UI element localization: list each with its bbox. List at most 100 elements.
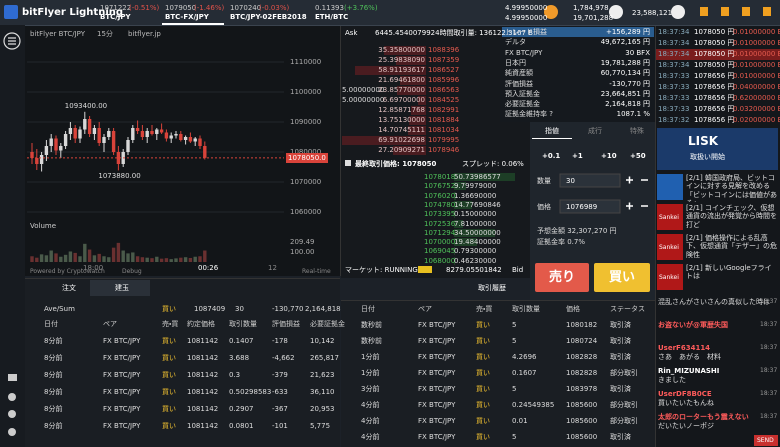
position-cell: 1081142	[187, 371, 219, 379]
settings-icon[interactable]	[8, 428, 16, 436]
news-text[interactable]: [2/1] コインチェック、仮想通貨の流出が発覚から時間を打ど	[686, 204, 777, 229]
chart-footer[interactable]: Debug	[122, 268, 142, 275]
trade-price: 1078656 円	[694, 94, 735, 102]
account-label: デルタ	[505, 38, 526, 47]
chat-time: 18:37	[760, 344, 778, 351]
order-tab[interactable]: 特殊	[630, 127, 644, 135]
price-label: 価格	[537, 203, 551, 211]
bid-bar	[454, 228, 496, 237]
send-label[interactable]: SEND	[757, 437, 774, 444]
mail-icon[interactable]	[8, 374, 17, 381]
chat-time: 18:37	[760, 321, 778, 328]
ask-size: 6.69700000	[382, 96, 425, 104]
order-tab[interactable]: 指値	[545, 127, 559, 135]
chart-footer[interactable]: Real-time	[302, 268, 331, 275]
lisk-ad[interactable]	[657, 128, 778, 170]
stepper-icons[interactable]	[626, 176, 648, 210]
buy-label[interactable]: 買い	[609, 270, 636, 285]
sell-button[interactable]	[535, 263, 589, 292]
summary-cell: -130,770	[272, 305, 304, 313]
price-value: 1076989	[566, 203, 598, 211]
ask-price: 1088396	[428, 46, 460, 54]
account-value: +156,289 円	[605, 28, 650, 36]
news-thumb	[657, 264, 683, 290]
account-panel	[500, 26, 655, 122]
chart-toolbar-item[interactable]: bitflyer.jp	[128, 30, 161, 38]
position-cell: 265,817	[310, 354, 339, 362]
increment-button[interactable]: +0.1	[542, 152, 561, 160]
ask-bar	[409, 116, 426, 125]
positions-tab[interactable]: 建玉	[115, 284, 129, 292]
increment-button[interactable]: +10	[601, 152, 617, 160]
ticker-pair[interactable]: BTC-FX/JPY	[165, 13, 209, 21]
news-text[interactable]: [2/1] 価格操作による乱高下、仮想通貨「テザー」の危険性	[686, 234, 777, 259]
bid-size: 50.73986577	[454, 173, 501, 181]
help-icon[interactable]	[8, 410, 16, 418]
position-cell: 1081142	[187, 337, 219, 345]
ask-size: 14.70745111	[378, 126, 425, 134]
x-label: 00:26	[198, 264, 219, 272]
chat-text: だいたいノーポジ	[658, 422, 714, 430]
ask-bar	[408, 126, 426, 135]
price-input[interactable]	[559, 199, 621, 214]
trade-time: 18:37:34	[658, 50, 690, 58]
ad-caption[interactable]: 取扱い開始	[690, 153, 725, 161]
ticker-pair[interactable]: BTC/JPY	[100, 13, 131, 21]
ticker-pair[interactable]: ETH/BTC	[315, 13, 349, 21]
order-tab[interactable]: 成行	[588, 127, 602, 135]
trade-price: 1078656 円	[694, 83, 735, 91]
volume-tick-label: 209.49	[290, 237, 315, 246]
increment-button[interactable]: +1	[572, 152, 583, 160]
summary-cell: 買い	[162, 305, 176, 313]
market-icon[interactable]	[700, 7, 708, 16]
qty-input[interactable]	[559, 173, 621, 188]
buy-button[interactable]	[594, 263, 650, 292]
positions-tab[interactable]: 注文	[62, 284, 76, 292]
ask-price: 1081884	[428, 116, 460, 124]
history-cell: FX BTC/JPY	[418, 433, 456, 441]
settings-menu-icon[interactable]	[763, 7, 771, 16]
history-cell: 1分前	[361, 369, 380, 377]
menu-button[interactable]	[3, 32, 21, 50]
trade-time: 18:37:33	[658, 105, 690, 113]
history-cell: 取引済	[610, 433, 631, 441]
ask-bar	[417, 96, 426, 105]
ticker-pair[interactable]: BTC/JPY-02FEB2018	[230, 13, 307, 21]
active-tab	[532, 138, 572, 139]
bid-size: 0.79300000	[454, 247, 497, 256]
bid-size: 0.15000000	[454, 210, 497, 219]
ask-size: 35.35800000	[378, 46, 425, 54]
bell-icon[interactable]	[721, 7, 729, 16]
menu-lines	[8, 37, 16, 45]
chart-toolbar-item[interactable]: 15分	[97, 30, 113, 38]
send-button[interactable]	[754, 435, 778, 446]
ask-price: 1087359	[428, 56, 460, 64]
ask-price: 1085996	[428, 76, 460, 84]
account-label: 必要証拠金	[505, 100, 540, 109]
ask-bar	[383, 46, 426, 55]
history-cell: 1085600	[566, 401, 598, 409]
bid-bar	[454, 182, 466, 191]
history-cell: 0.24549385	[512, 401, 555, 409]
trade-size: 0.01000000 B	[733, 61, 780, 69]
news-text[interactable]: [2/1] 新しいGoogleフライトは	[686, 264, 772, 281]
fx-icon	[671, 5, 685, 19]
chart-toolbar-item[interactable]: bitFlyer BTC/JPY	[30, 30, 85, 38]
history-cell: 5	[512, 385, 517, 393]
user-menu-icon[interactable]	[742, 7, 750, 16]
ask-price: 1082991	[428, 106, 460, 114]
trade-time: 18:37:34	[658, 61, 690, 69]
news-text[interactable]: [2/1] 韓国政府局、ビットコインに対する見解を改める「ビットコインには価値が…	[686, 174, 777, 202]
sell-label[interactable]: 売り	[549, 270, 576, 285]
increment-button[interactable]: +50	[630, 152, 646, 160]
position-cell: 3.688	[229, 354, 250, 362]
ticker-change: (-0.51%)	[129, 4, 160, 12]
bid-price: 1073395	[424, 210, 456, 219]
news-thumb-label: Sankei	[659, 244, 679, 251]
history-cell: 1082828	[566, 353, 598, 361]
ad-brand[interactable]: LISK	[688, 134, 719, 148]
history-cell: 0.1607	[512, 369, 537, 377]
ticker-price: 1071222	[100, 4, 132, 12]
news-thumb	[657, 204, 683, 230]
user-icon[interactable]	[8, 393, 16, 401]
